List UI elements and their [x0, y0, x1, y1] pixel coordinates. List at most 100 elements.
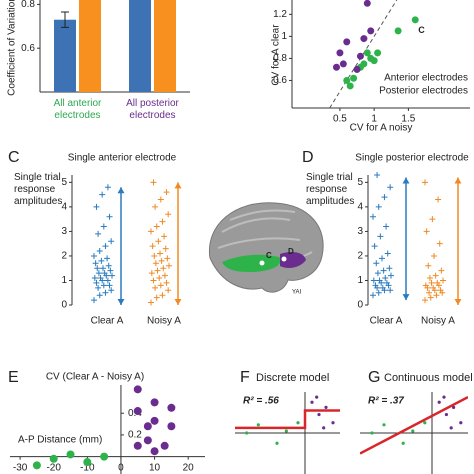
- x-tick-label: 0: [118, 462, 124, 473]
- identity-line: [329, 0, 398, 108]
- point: [394, 27, 402, 35]
- y-axis-label-box: Single trial response amplitudes: [14, 172, 62, 207]
- x-tick-label: 0.5: [333, 114, 347, 125]
- trial-point: [162, 245, 169, 252]
- bar: [154, 0, 176, 92]
- trial-point: [91, 252, 97, 259]
- y-tick-label: 2: [357, 251, 363, 262]
- y-tick-label: 0: [357, 300, 363, 311]
- trial-point: [429, 216, 436, 223]
- trial-point: [381, 194, 388, 201]
- x-tick-label: 1: [371, 114, 377, 125]
- brain-gyri: [217, 209, 313, 271]
- trial-point: [436, 240, 443, 247]
- y-axis-label: Single trial response amplitudes: [306, 172, 355, 207]
- point: [167, 422, 176, 431]
- trial-point: [427, 294, 434, 301]
- trial-point: [108, 238, 115, 245]
- trial-point: [97, 275, 104, 282]
- trial-point: [106, 213, 113, 220]
- trial-point: [159, 292, 166, 299]
- electrode: [281, 256, 287, 262]
- y-axis-label: CV for A clear: [271, 24, 282, 86]
- point: [370, 431, 374, 435]
- y-tick-label: 3: [61, 226, 67, 237]
- trial-point: [160, 265, 167, 272]
- point: [346, 82, 354, 90]
- point: [100, 452, 109, 461]
- trial-point: [94, 265, 101, 272]
- r-squared: R² = .37: [368, 396, 404, 407]
- point: [452, 405, 456, 409]
- bar: [79, 0, 101, 92]
- trial-point: [100, 223, 107, 230]
- point: [423, 421, 427, 425]
- trial-point: [91, 297, 97, 304]
- point: [133, 385, 142, 394]
- electrode-label: D: [288, 247, 294, 256]
- trial-point: [157, 250, 163, 257]
- trial-point: [377, 233, 384, 240]
- trial-point: [95, 270, 102, 277]
- trial-point: [95, 284, 102, 291]
- x-axis-label: A-P Distance (mm): [18, 435, 102, 446]
- y-tick-label: 1: [281, 31, 287, 42]
- point: [322, 426, 326, 430]
- arrow-head: [174, 299, 182, 305]
- r-squared: R² = .56: [243, 396, 279, 407]
- trial-point: [434, 279, 441, 286]
- arrow-head: [454, 177, 462, 184]
- trial-point: [161, 233, 168, 240]
- point: [143, 436, 152, 445]
- plot-area: [54, 0, 176, 92]
- plot-area: [32, 385, 176, 470]
- trial-point: [98, 257, 105, 264]
- trial-point: [370, 277, 377, 284]
- point: [437, 400, 441, 404]
- panel-label: G: [368, 369, 380, 386]
- trial-point: [92, 260, 99, 267]
- model-fit: [235, 409, 340, 430]
- trial-point: [148, 299, 154, 306]
- trial-point: [109, 272, 115, 279]
- point: [133, 407, 142, 416]
- y-tick-label: 0.6: [21, 43, 35, 54]
- x-tick-label: Noisy A: [147, 316, 181, 327]
- point: [374, 49, 382, 57]
- category-label-box: All posterior electrodes: [126, 98, 179, 121]
- x-tick-label: 1.5: [401, 114, 415, 125]
- point: [310, 400, 314, 404]
- y-tick-label: 0.6: [273, 75, 287, 86]
- legend-label: Anterior electrodes: [384, 73, 468, 84]
- point: [284, 429, 288, 433]
- arrow-head: [174, 182, 182, 189]
- trial-point: [104, 277, 111, 284]
- x-tick-label: -30: [13, 462, 28, 473]
- y-tick-label: 1: [357, 275, 363, 286]
- trial-point: [161, 272, 168, 279]
- point: [315, 395, 319, 399]
- point: [363, 49, 371, 57]
- trial-point: [387, 184, 394, 191]
- trial-point: [371, 243, 378, 250]
- point: [317, 412, 321, 417]
- anterior-region: [222, 254, 282, 272]
- point: [343, 38, 351, 46]
- point: [343, 76, 351, 84]
- trial-point: [95, 230, 102, 237]
- trial-point: [106, 282, 113, 289]
- trial-point: [382, 275, 389, 282]
- trial-point: [93, 203, 100, 210]
- trial-point: [428, 279, 435, 286]
- trial-point: [152, 203, 159, 210]
- trial-point: [153, 294, 160, 301]
- bar: [129, 0, 151, 92]
- y-tick-label: 2: [61, 251, 67, 262]
- point: [275, 441, 279, 445]
- trial-point: [422, 282, 429, 289]
- y-tick-label: 5: [357, 177, 363, 188]
- electrode-label: C: [266, 251, 272, 260]
- annotation: C: [418, 25, 425, 35]
- x-tick-label: Noisy A: [421, 316, 455, 327]
